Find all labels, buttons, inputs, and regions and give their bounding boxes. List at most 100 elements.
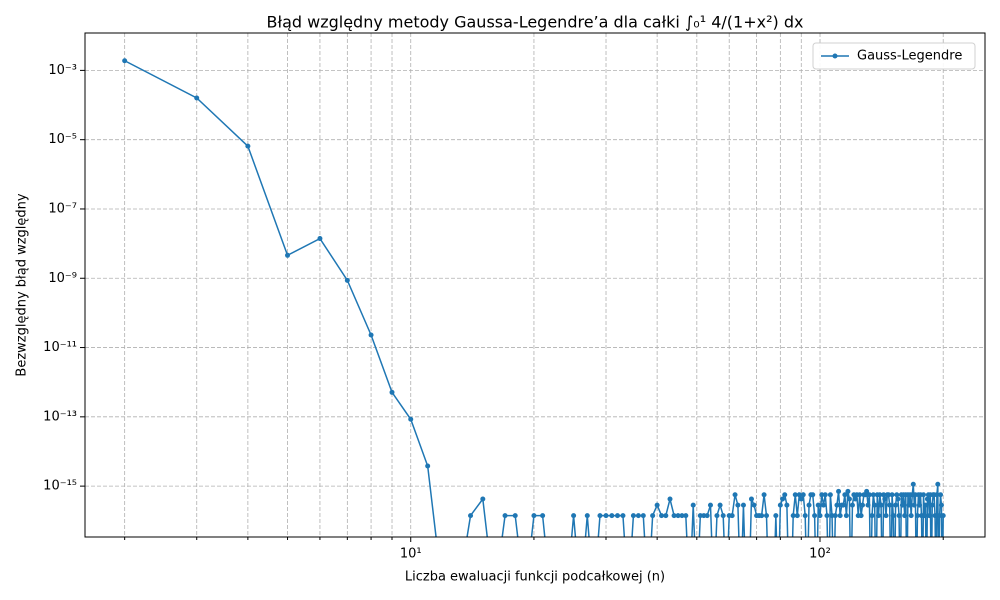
legend-label: Gauss-Legendre <box>857 49 962 64</box>
data-point <box>869 513 875 519</box>
y-tick-label: 10⁻⁵ <box>48 132 77 147</box>
data-point <box>620 513 626 519</box>
data-point <box>834 502 840 508</box>
data-point <box>540 513 546 519</box>
data-point <box>866 492 872 498</box>
data-point <box>194 95 200 101</box>
y-tick-label: 10⁻⁹ <box>48 271 77 286</box>
data-point <box>663 513 669 519</box>
data-point <box>635 513 641 519</box>
data-point <box>751 502 757 508</box>
data-point <box>899 502 905 508</box>
data-point <box>782 492 788 498</box>
data-point <box>893 502 899 508</box>
data-point <box>729 513 735 519</box>
grid <box>85 33 985 537</box>
data-point <box>245 143 251 149</box>
data-point <box>872 502 878 508</box>
data-point <box>740 502 746 508</box>
data-point <box>714 513 720 519</box>
data-point <box>720 513 726 519</box>
data-point <box>821 502 827 508</box>
legend-marker <box>832 53 838 59</box>
y-tick-label: 10⁻⁷ <box>48 201 77 216</box>
y-tick-label: 10⁻³ <box>48 63 77 78</box>
data-point <box>840 502 846 508</box>
data-point <box>885 492 891 498</box>
y-axis-label: Bezwzględny błąd względny <box>15 193 30 376</box>
data-point <box>910 481 916 487</box>
data-point <box>906 502 912 508</box>
data-point <box>480 496 486 502</box>
data-point <box>922 502 928 508</box>
data-point <box>921 513 927 519</box>
data-point <box>920 492 926 498</box>
data-point <box>845 488 851 494</box>
data-point <box>819 492 825 498</box>
data-point <box>368 332 374 338</box>
axes-frame <box>84 32 986 538</box>
x-axis-label: Liczba ewaluacji funkcji podcałkowej (n) <box>405 570 665 585</box>
data-point <box>777 502 783 508</box>
data-point <box>938 502 944 508</box>
data-point <box>317 236 323 242</box>
data-point <box>704 513 710 519</box>
legend-box <box>812 42 976 70</box>
data-point <box>802 513 808 519</box>
data-point <box>889 492 895 498</box>
data-point <box>794 513 800 519</box>
x-tick-label: 10¹ <box>400 547 422 562</box>
data-point <box>864 488 870 494</box>
data-point <box>894 492 900 498</box>
data-point <box>852 496 858 502</box>
data-point <box>908 513 914 519</box>
data-point <box>887 502 893 508</box>
data-point <box>812 513 818 519</box>
data-point <box>857 492 863 498</box>
data-point <box>571 513 577 519</box>
data-point <box>881 492 887 498</box>
data-point <box>679 513 685 519</box>
data-point <box>285 252 291 258</box>
data-point <box>911 502 917 508</box>
data-point <box>902 513 908 519</box>
data-point <box>937 513 943 519</box>
data-point <box>827 492 833 498</box>
data-point <box>932 513 938 519</box>
data-point <box>924 496 930 502</box>
data-point <box>865 502 871 508</box>
data-point <box>773 513 779 519</box>
data-point <box>876 513 882 519</box>
y-tick-label: 10⁻¹³ <box>43 409 77 424</box>
legend: Gauss-Legendre <box>812 42 976 70</box>
data-point <box>792 492 798 498</box>
data-point <box>780 496 786 502</box>
data-point <box>916 502 922 508</box>
data-point <box>603 513 609 519</box>
x-tick-label: 10² <box>809 547 831 562</box>
data-point <box>614 513 620 519</box>
data-point <box>597 513 603 519</box>
data-point <box>837 513 843 519</box>
data-point <box>798 496 804 502</box>
y-tick-label: 10⁻¹¹ <box>43 340 77 355</box>
data-point <box>759 513 765 519</box>
data-point <box>824 513 830 519</box>
data-point <box>690 502 696 508</box>
data-point <box>761 492 767 498</box>
data-point <box>858 513 864 519</box>
data-point <box>654 502 660 508</box>
data-point <box>935 481 941 487</box>
data-point <box>732 492 738 498</box>
data-point <box>836 488 842 494</box>
data-point <box>940 513 946 519</box>
data-point <box>784 502 790 508</box>
data-point <box>895 496 901 502</box>
data-point <box>926 513 932 519</box>
data-point <box>763 513 769 519</box>
data-point <box>425 463 431 469</box>
data-point <box>806 502 812 508</box>
data-point <box>584 513 590 519</box>
